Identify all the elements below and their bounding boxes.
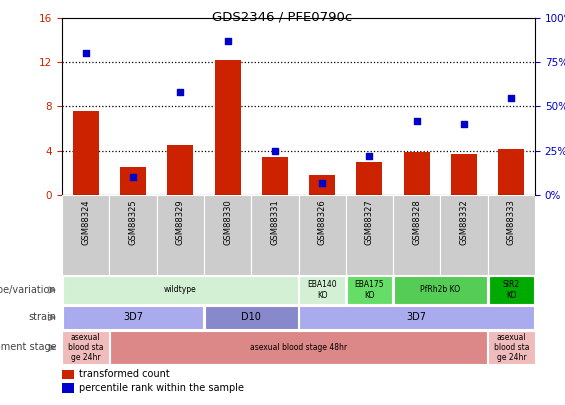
- Text: PfRh2b KO: PfRh2b KO: [420, 286, 460, 294]
- Text: GSM88332: GSM88332: [459, 199, 468, 245]
- Bar: [298, 195, 346, 275]
- Bar: [309, 175, 335, 195]
- Point: [318, 179, 327, 186]
- Bar: [393, 195, 440, 275]
- Point: [270, 147, 279, 154]
- Bar: [357, 162, 383, 195]
- Bar: [498, 149, 524, 195]
- Bar: [451, 154, 477, 195]
- Bar: [347, 276, 392, 304]
- Bar: [488, 195, 535, 275]
- Text: wildtype: wildtype: [164, 286, 197, 294]
- Text: 3D7: 3D7: [407, 313, 427, 322]
- Text: GSM88329: GSM88329: [176, 199, 185, 245]
- Text: D10: D10: [241, 313, 261, 322]
- Bar: [109, 195, 157, 275]
- Bar: [204, 195, 251, 275]
- Bar: [157, 195, 204, 275]
- Bar: [262, 158, 288, 195]
- Text: transformed count: transformed count: [79, 369, 170, 379]
- Bar: [73, 111, 99, 195]
- Bar: [63, 331, 109, 364]
- Point: [412, 117, 421, 124]
- Bar: [120, 167, 146, 195]
- Text: EBA175
KO: EBA175 KO: [355, 280, 384, 300]
- Point: [223, 38, 232, 44]
- Text: asexual
blood sta
ge 24hr: asexual blood sta ge 24hr: [68, 333, 103, 362]
- Text: development stage: development stage: [0, 343, 56, 352]
- Text: GSM88324: GSM88324: [81, 199, 90, 245]
- Bar: [63, 276, 298, 304]
- Text: GSM88333: GSM88333: [507, 199, 516, 245]
- Bar: [404, 152, 430, 195]
- Bar: [110, 331, 487, 364]
- Point: [507, 94, 516, 101]
- Bar: [215, 60, 241, 195]
- Bar: [62, 369, 74, 379]
- Bar: [299, 306, 534, 329]
- Point: [459, 121, 468, 128]
- Text: GSM88325: GSM88325: [128, 199, 137, 245]
- Text: asexual
blood sta
ge 24hr: asexual blood sta ge 24hr: [494, 333, 529, 362]
- Text: GSM88327: GSM88327: [365, 199, 374, 245]
- Text: GDS2346 / PFE0790c: GDS2346 / PFE0790c: [212, 10, 353, 23]
- Bar: [488, 331, 534, 364]
- Bar: [489, 276, 534, 304]
- Text: GSM88331: GSM88331: [270, 199, 279, 245]
- Text: GSM88328: GSM88328: [412, 199, 421, 245]
- Bar: [63, 306, 203, 329]
- Bar: [62, 383, 74, 392]
- Bar: [394, 276, 487, 304]
- Text: EBA140
KO: EBA140 KO: [307, 280, 337, 300]
- Bar: [251, 195, 298, 275]
- Text: 3D7: 3D7: [123, 313, 143, 322]
- Text: asexual blood stage 48hr: asexual blood stage 48hr: [250, 343, 347, 352]
- Bar: [205, 306, 298, 329]
- Text: GSM88330: GSM88330: [223, 199, 232, 245]
- Bar: [299, 276, 345, 304]
- Text: GSM88326: GSM88326: [318, 199, 327, 245]
- Bar: [440, 195, 488, 275]
- Bar: [346, 195, 393, 275]
- Text: genotype/variation: genotype/variation: [0, 285, 56, 295]
- Bar: [167, 145, 193, 195]
- Bar: [62, 195, 109, 275]
- Text: strain: strain: [28, 313, 56, 322]
- Text: SIR2
KO: SIR2 KO: [503, 280, 520, 300]
- Point: [365, 153, 374, 159]
- Point: [128, 174, 137, 181]
- Text: percentile rank within the sample: percentile rank within the sample: [79, 383, 244, 392]
- Point: [81, 50, 90, 57]
- Point: [176, 89, 185, 96]
